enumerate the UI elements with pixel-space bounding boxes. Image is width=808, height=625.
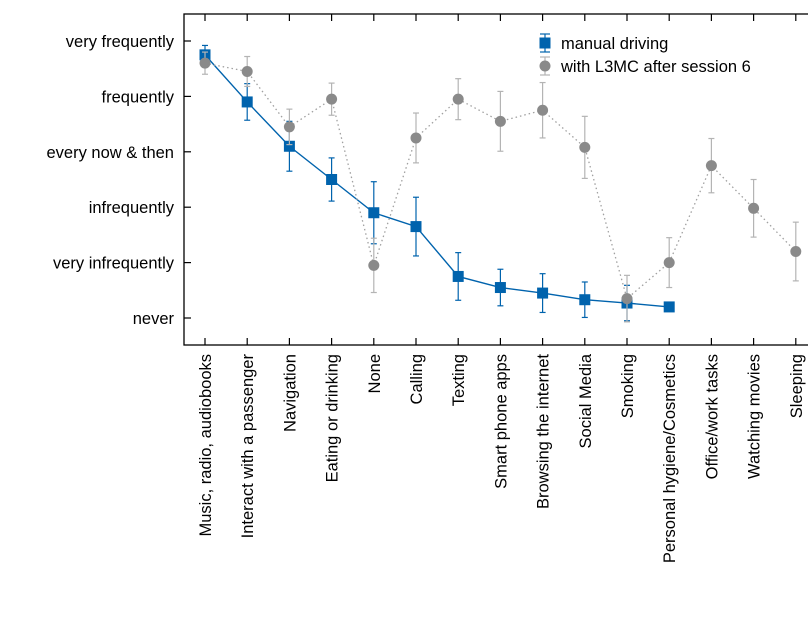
data-point <box>790 246 802 258</box>
x-tick-label: Watching movies <box>746 354 764 479</box>
series-manual-driving <box>199 44 675 322</box>
data-point <box>537 104 549 116</box>
x-tick-label: Music, radio, audiobooks <box>197 354 215 537</box>
series-line <box>204 54 670 308</box>
data-point <box>494 282 506 294</box>
data-point <box>283 140 295 152</box>
series-with-l3mc <box>199 51 802 323</box>
x-tick-label: Smart phone apps <box>492 354 510 489</box>
x-axis: Music, radio, audiobooks Interact with a … <box>197 14 806 563</box>
y-tick-label: very frequently <box>66 33 175 51</box>
y-tick-label: never <box>133 310 175 328</box>
data-point <box>621 293 633 305</box>
data-point <box>241 65 253 77</box>
data-point <box>410 132 422 144</box>
data-point <box>241 96 253 108</box>
legend: manual driving with L3MC after session 6 <box>539 33 751 76</box>
data-point <box>326 93 338 105</box>
x-tick-label: Interact with a passenger <box>239 354 257 539</box>
x-tick-label: Office/work tasks <box>703 354 721 479</box>
y-tick-label: very infrequently <box>53 255 175 273</box>
x-tick-label: Calling <box>408 354 426 404</box>
data-point <box>283 121 295 133</box>
series-layer <box>199 44 802 323</box>
x-tick-label: Navigation <box>281 354 299 432</box>
x-tick-label: None <box>366 354 384 393</box>
y-axis: never very infrequently infrequently every … <box>47 33 191 328</box>
x-tick-label: Sleeping <box>788 354 806 418</box>
data-point <box>452 270 464 282</box>
data-point <box>452 93 464 105</box>
data-point <box>537 287 549 299</box>
data-point <box>705 160 717 172</box>
y-tick-label: infrequently <box>89 199 175 217</box>
legend-marker <box>539 60 551 72</box>
x-tick-label: Personal hygiene/Cosmetics <box>661 354 679 563</box>
x-tick-label: Eating or drinking <box>324 354 342 482</box>
legend-marker <box>539 37 551 49</box>
y-tick-label: every now & then <box>47 144 175 162</box>
data-point <box>579 294 591 306</box>
legend-item: manual driving <box>539 33 668 53</box>
x-tick-label: Texting <box>450 354 468 406</box>
data-point <box>368 207 380 219</box>
x-tick-label: Smoking <box>619 354 637 418</box>
y-tick-label: frequently <box>102 88 175 106</box>
x-tick-label: Social Media <box>577 353 595 448</box>
data-point <box>494 115 506 127</box>
data-point <box>663 257 675 269</box>
data-point <box>368 259 380 271</box>
legend-item: with L3MC after session 6 <box>539 56 751 76</box>
data-point <box>199 57 211 69</box>
legend-label: with L3MC after session 6 <box>560 58 751 76</box>
data-point <box>748 202 760 214</box>
x-tick-label: Browsing the internet <box>535 354 553 509</box>
data-point <box>579 141 591 153</box>
legend-label: manual driving <box>561 35 668 53</box>
data-point <box>410 221 422 233</box>
data-point <box>663 301 675 313</box>
data-point <box>326 174 338 185</box>
